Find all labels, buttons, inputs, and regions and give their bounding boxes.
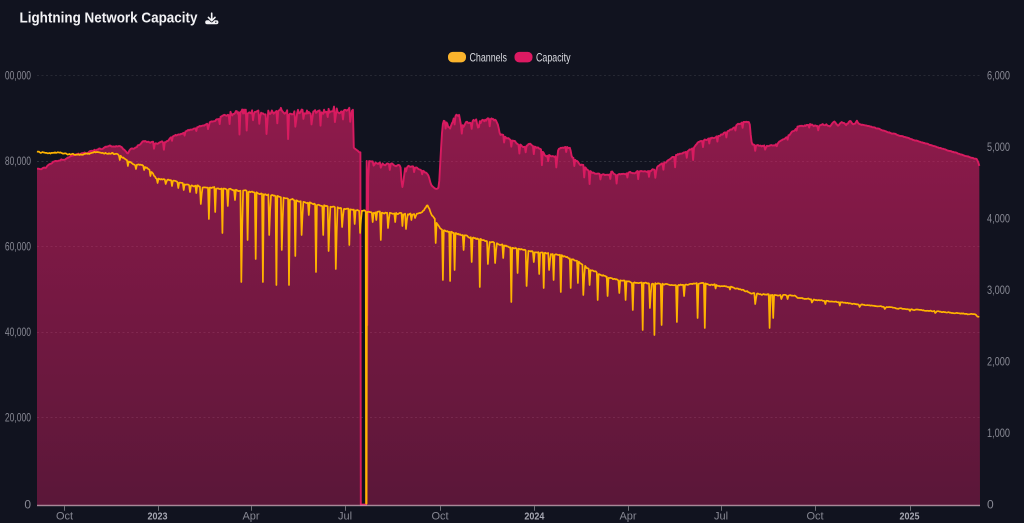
svg-text:4,000: 4,000 bbox=[987, 211, 1010, 225]
svg-text:6,000: 6,000 bbox=[987, 68, 1010, 82]
svg-text:Lightning Network Capacity: Lightning Network Capacity bbox=[20, 10, 199, 27]
svg-text:Channels: Channels bbox=[470, 50, 508, 64]
svg-text:0: 0 bbox=[987, 498, 994, 512]
svg-text:1,000: 1,000 bbox=[987, 426, 1010, 440]
svg-text:Apr: Apr bbox=[242, 511, 259, 523]
svg-text:40,000: 40,000 bbox=[5, 325, 31, 339]
svg-text:Jul: Jul bbox=[714, 511, 728, 523]
svg-text:00,000: 00,000 bbox=[5, 68, 31, 82]
svg-text:80,000: 80,000 bbox=[5, 154, 31, 168]
svg-text:Jul: Jul bbox=[338, 511, 352, 523]
svg-text:20,000: 20,000 bbox=[5, 410, 31, 424]
svg-text:Apr: Apr bbox=[619, 511, 636, 523]
svg-text:2023: 2023 bbox=[148, 511, 168, 523]
svg-text:5,000: 5,000 bbox=[987, 140, 1010, 154]
svg-text:2025: 2025 bbox=[900, 511, 920, 523]
svg-text:Oct: Oct bbox=[431, 511, 448, 523]
svg-text:0: 0 bbox=[24, 498, 31, 512]
svg-text:2,000: 2,000 bbox=[987, 355, 1010, 369]
svg-text:Capacity: Capacity bbox=[536, 50, 571, 64]
svg-text:60,000: 60,000 bbox=[5, 239, 31, 253]
svg-text:Oct: Oct bbox=[56, 511, 73, 523]
svg-text:3,000: 3,000 bbox=[987, 283, 1010, 297]
svg-text:2024: 2024 bbox=[524, 511, 544, 523]
svg-text:Oct: Oct bbox=[806, 511, 823, 523]
